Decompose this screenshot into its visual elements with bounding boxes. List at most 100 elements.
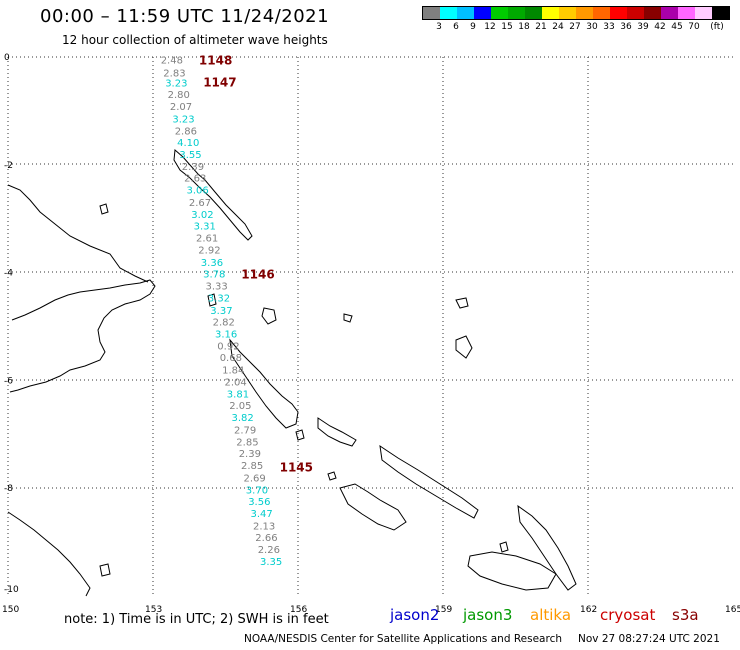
legend-labels: 3 6 9 12 15 18 21 24 27 30 33 36 39 42 45 70 (ft) xyxy=(422,22,730,34)
wave-height-label: 2.85 xyxy=(241,461,263,472)
color-legend: 3 6 9 12 15 18 21 24 27 30 33 36 39 42 45 70 (ft) xyxy=(422,6,730,34)
wave-height-label: 3.70 xyxy=(246,485,268,496)
legend-label: 45 xyxy=(671,22,683,32)
legend-label: 6 xyxy=(453,22,459,32)
new-britain-coast xyxy=(9,279,156,393)
wave-height-label: 3.33 xyxy=(206,282,228,293)
x-tick-label: 159 xyxy=(435,605,452,615)
wave-height-label: 3.81 xyxy=(227,389,249,400)
pass-time-label: 1148 xyxy=(199,54,232,68)
malaita-coast xyxy=(517,504,577,591)
wave-height-label: 3.16 xyxy=(215,330,237,341)
legend-label: 27 xyxy=(569,22,581,32)
wave-height-label: 3.32 xyxy=(208,293,230,304)
wave-height-label: 0.92 xyxy=(217,341,239,352)
wave-height-label: 2.67 xyxy=(189,198,211,209)
islet-7 xyxy=(99,203,109,215)
pass-time-labels: 1148 1147 1146 1145 xyxy=(199,54,313,475)
legend-swatch xyxy=(678,7,695,19)
wave-height-label: 3.23 xyxy=(172,114,194,125)
satellite-jason2: jason2 xyxy=(390,606,440,624)
y-tick-label: -8 xyxy=(4,484,13,494)
legend-label: 15 xyxy=(501,22,513,32)
wave-height-label: 3.06 xyxy=(187,186,209,197)
pass-time-label: 1147 xyxy=(203,75,236,89)
legend-label: 3 xyxy=(436,22,442,32)
wave-height-label: 2.63 xyxy=(184,174,206,185)
x-tick-label: 150 xyxy=(2,605,19,615)
guadalcanal-coast xyxy=(467,551,557,591)
x-tick-label: 165 xyxy=(725,605,740,615)
wave-height-label: 2.82 xyxy=(213,318,235,329)
choiseul-coast xyxy=(317,417,357,447)
coastlines xyxy=(7,148,577,597)
y-tick-label: -6 xyxy=(4,376,13,386)
footer-note: note: 1) Time is in UTC; 2) SWH is in fe… xyxy=(64,612,329,627)
wave-height-label: 2.79 xyxy=(234,425,256,436)
legend-label: 18 xyxy=(518,22,530,32)
wave-height-label: 3.56 xyxy=(248,497,270,508)
wave-height-label: 2.83 xyxy=(163,69,185,80)
legend-label: 33 xyxy=(603,22,615,32)
wave-height-label: 2.07 xyxy=(170,102,192,113)
y-tick-label: -2 xyxy=(4,161,13,171)
x-tick-label: 153 xyxy=(145,605,162,615)
legend-swatch xyxy=(508,7,525,19)
satellite-cryosat: cryosat xyxy=(600,606,656,624)
islet-1 xyxy=(261,307,277,325)
new-guinea-coast xyxy=(7,511,91,597)
legend-label: 9 xyxy=(470,22,476,32)
legend-label: 42 xyxy=(654,22,666,32)
wave-height-label: 2.85 xyxy=(236,437,258,448)
footer-credit: NOAA/NESDIS Center for Satellite Applica… xyxy=(244,633,562,645)
legend-swatch xyxy=(491,7,508,19)
new-georgia-coast xyxy=(339,483,407,531)
bougainville-coast xyxy=(229,338,299,429)
wave-height-label: 1.84 xyxy=(222,366,244,377)
legend-label: 39 xyxy=(637,22,649,32)
x-tick-label: 162 xyxy=(580,605,597,615)
islet-5 xyxy=(327,471,337,481)
axis-labels: 150 153 156 159 162 165 0 -2 -4 -6 -8 -10 xyxy=(2,53,740,615)
legend-swatch xyxy=(695,7,712,19)
legend-swatch xyxy=(542,7,559,19)
islet-6 xyxy=(295,429,305,441)
wave-height-label: 3.47 xyxy=(251,509,273,520)
pass-time-label: 1146 xyxy=(241,268,274,282)
islet-8 xyxy=(207,293,217,307)
wave-height-label: 3.37 xyxy=(210,306,232,317)
satellite-altika: altika xyxy=(530,606,572,624)
wave-height-label: 4.10 xyxy=(177,138,199,149)
legend-swatch xyxy=(644,7,661,19)
wave-height-label: 2.61 xyxy=(196,234,218,245)
islet-2 xyxy=(343,313,353,323)
wave-height-label: 3.23 xyxy=(165,78,187,89)
wave-height-label: 2.69 xyxy=(244,473,266,484)
legend-swatch xyxy=(474,7,491,19)
map-grid xyxy=(7,56,733,596)
wave-height-label: 2.13 xyxy=(253,521,275,532)
legend-label: 12 xyxy=(484,22,496,32)
legend-swatch xyxy=(423,7,440,19)
y-tick-label: -4 xyxy=(4,269,13,279)
legend-label: 24 xyxy=(552,22,564,32)
altimeter-track: 2.482.833.232.802.073.232.864.103.552.39… xyxy=(161,56,283,568)
wave-height-label: 3.36 xyxy=(201,258,223,269)
satellite-jason3: jason3 xyxy=(463,606,513,624)
wave-height-label: 2.26 xyxy=(258,545,280,556)
legend-swatch xyxy=(661,7,678,19)
wave-height-label: 3.31 xyxy=(194,222,216,233)
map-title: 00:00 – 11:59 UTC 11/24/2021 xyxy=(40,6,330,27)
wave-height-label: 2.39 xyxy=(182,162,204,173)
wave-height-label: 3.55 xyxy=(179,150,201,161)
wave-height-label: 3.02 xyxy=(191,210,213,221)
legend-swatch xyxy=(712,7,729,19)
new-ireland-coast xyxy=(173,148,253,241)
wave-height-label: 3.82 xyxy=(232,413,254,424)
wave-height-label: 2.48 xyxy=(161,56,183,67)
wave-height-label: 2.04 xyxy=(225,378,247,389)
wave-height-label: 2.05 xyxy=(229,401,251,412)
islet-9 xyxy=(499,541,509,553)
legend-swatches xyxy=(422,6,730,20)
